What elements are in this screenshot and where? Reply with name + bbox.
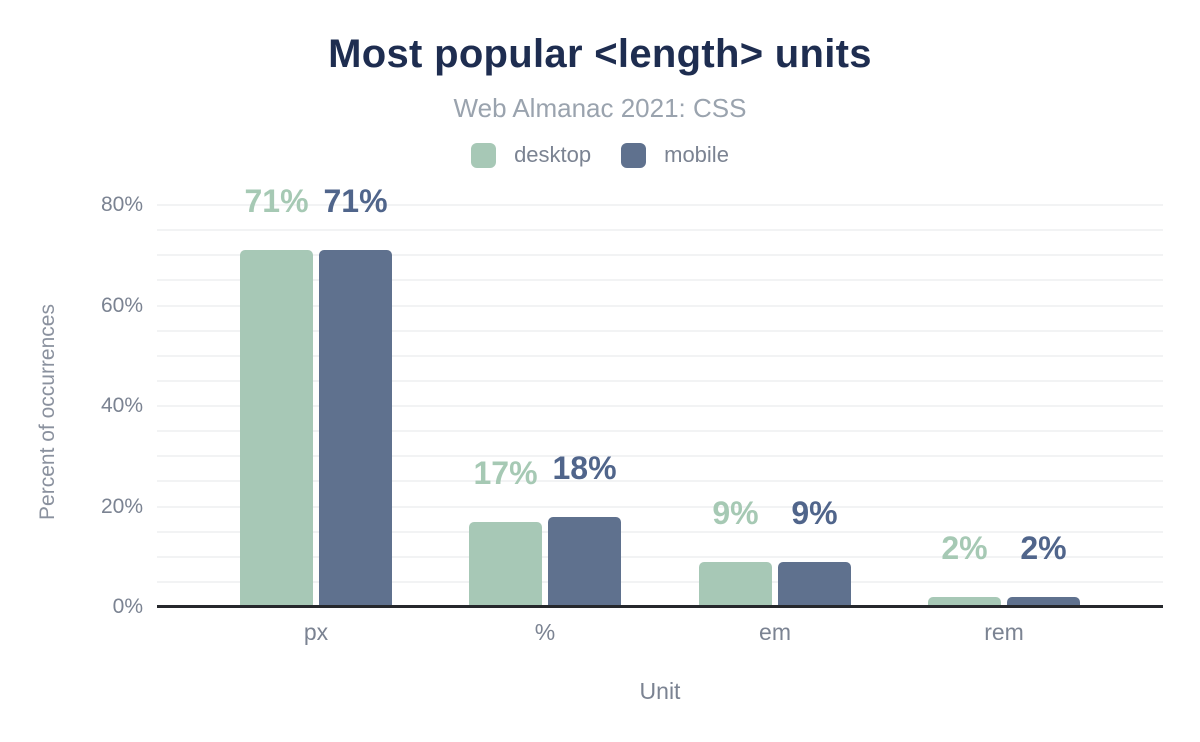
legend-swatch-desktop: [471, 142, 497, 168]
gridline-25: [157, 480, 1163, 483]
x-axis-line: [157, 605, 1163, 608]
y-tick-60: 60%: [100, 293, 143, 317]
x-tick-rem: rem: [984, 619, 1024, 645]
legend-label-mobile: mobile: [664, 142, 729, 167]
gridline-35: [157, 430, 1163, 433]
gridline-50: [157, 354, 1163, 357]
x-tick-px: px: [303, 619, 329, 645]
chart-subtitle: Web Almanac 2021: CSS: [453, 93, 747, 123]
y-tick-20: 20%: [100, 494, 143, 518]
bar-mobile-em: [778, 561, 851, 607]
gridline-40: [157, 405, 1163, 407]
x-axis-title: Unit: [639, 678, 681, 704]
plot-area: 0% 20% 40% 60% 80% px 71% 71%% 17% 18% em 9% 9% rem 2%…: [101, 183, 1163, 645]
gridline-5: [157, 580, 1163, 583]
gridline-10: [157, 555, 1163, 558]
legend-swatch-mobile: [621, 142, 647, 168]
x-tick-em: em: [759, 619, 791, 645]
gridline-30: [157, 455, 1163, 458]
value-label-mobile-em: 9%: [791, 494, 838, 531]
y-tick-40: 40%: [100, 394, 143, 417]
value-label-mobile-rem: 2%: [1020, 529, 1067, 566]
gridline-20: [157, 505, 1163, 508]
y-tick-80: 80%: [100, 193, 143, 216]
bar-mobile-rem: [1007, 596, 1080, 607]
legend-item-mobile: mobile: [621, 142, 729, 168]
gridline-70: [157, 254, 1163, 257]
bar-desktop-%: [469, 521, 542, 607]
gridline-60: [157, 304, 1163, 307]
legend-item-desktop: desktop: [471, 142, 591, 168]
value-label-mobile-%: 18%: [552, 449, 617, 486]
bar-mobile-px: [319, 250, 392, 607]
chart-title: Most popular <length> units: [328, 32, 872, 76]
gridline-15: [157, 530, 1163, 533]
value-label-desktop-em: 9%: [712, 494, 759, 531]
x-tick-%: %: [534, 619, 556, 645]
value-label-desktop-px: 71%: [244, 183, 309, 220]
y-tick-0: 0%: [112, 595, 143, 618]
gridline-75: [157, 229, 1163, 232]
bar-desktop-em: [699, 561, 772, 607]
gridline-65: [157, 279, 1163, 282]
value-label-desktop-rem: 2%: [941, 529, 988, 566]
bar-desktop-rem: [928, 596, 1001, 607]
value-label-mobile-px: 71%: [323, 183, 388, 220]
value-label-desktop-%: 17%: [473, 454, 538, 491]
gridline-80: [157, 204, 1163, 206]
legend: desktop mobile: [0, 142, 1200, 168]
legend-label-desktop: desktop: [514, 142, 592, 167]
bar-desktop-px: [240, 250, 313, 607]
gridline-55: [157, 329, 1163, 332]
y-axis-title: Percent of occurrences: [36, 304, 59, 520]
gridline-45: [157, 379, 1163, 382]
bar-mobile-%: [548, 516, 621, 607]
